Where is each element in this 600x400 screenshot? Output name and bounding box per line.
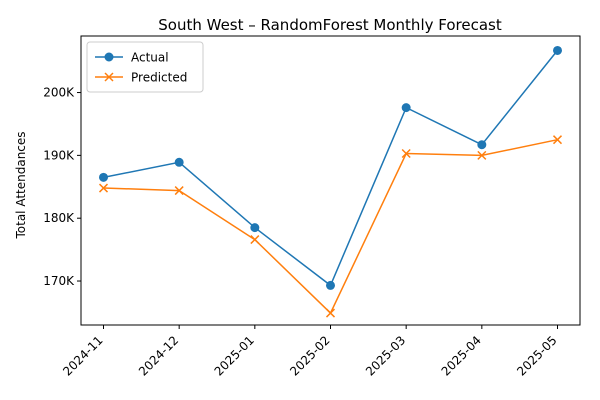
data-point-predicted — [401, 148, 411, 159]
data-point-predicted — [174, 186, 184, 196]
data-point-predicted — [325, 308, 336, 318]
legend: Actual Predicted — [86, 41, 204, 93]
x-tick-label: 2025-02 — [287, 333, 332, 378]
x-tick-label: 2025-05 — [514, 333, 559, 378]
axes-frame — [80, 35, 581, 326]
data-point-actual — [250, 223, 260, 233]
legend-marker-actual — [104, 52, 114, 62]
x-tick-label: 2025-04 — [439, 333, 484, 378]
data-point-actual — [477, 140, 487, 150]
chart-title: South West – RandomForest Monthly Foreca… — [158, 16, 502, 34]
data-point-predicted — [552, 135, 563, 145]
y-tick-label: 200K — [43, 86, 75, 100]
y-axis-label: Total Attendances — [14, 131, 28, 239]
y-tick-label: 170K — [43, 274, 75, 288]
legend-marker-predicted — [104, 72, 114, 82]
legend-label-actual: Actual — [131, 51, 169, 65]
data-point-actual — [174, 157, 184, 167]
x-tick-label: 2024-12 — [136, 333, 181, 378]
data-point-predicted — [98, 183, 109, 193]
legend-label-predicted: Predicted — [131, 71, 187, 85]
data-point-actual — [99, 172, 108, 182]
data-point-predicted — [250, 235, 260, 245]
legend-box — [86, 41, 204, 93]
y-tick-label: 190K — [43, 148, 75, 162]
x-tick-label: 2024-11 — [60, 333, 105, 378]
data-point-actual — [326, 280, 335, 290]
x-tick-label: 2025-03 — [363, 333, 408, 378]
data-point-actual — [401, 103, 411, 113]
plot-area: 2024-11 2024-12 2025-01 2025-02 2025-03 2025-… — [43, 45, 563, 379]
y-tick-label: 180K — [43, 211, 75, 225]
data-point-actual — [553, 45, 562, 55]
x-tick-label: 2025-01 — [212, 333, 257, 378]
data-point-predicted — [477, 150, 487, 160]
